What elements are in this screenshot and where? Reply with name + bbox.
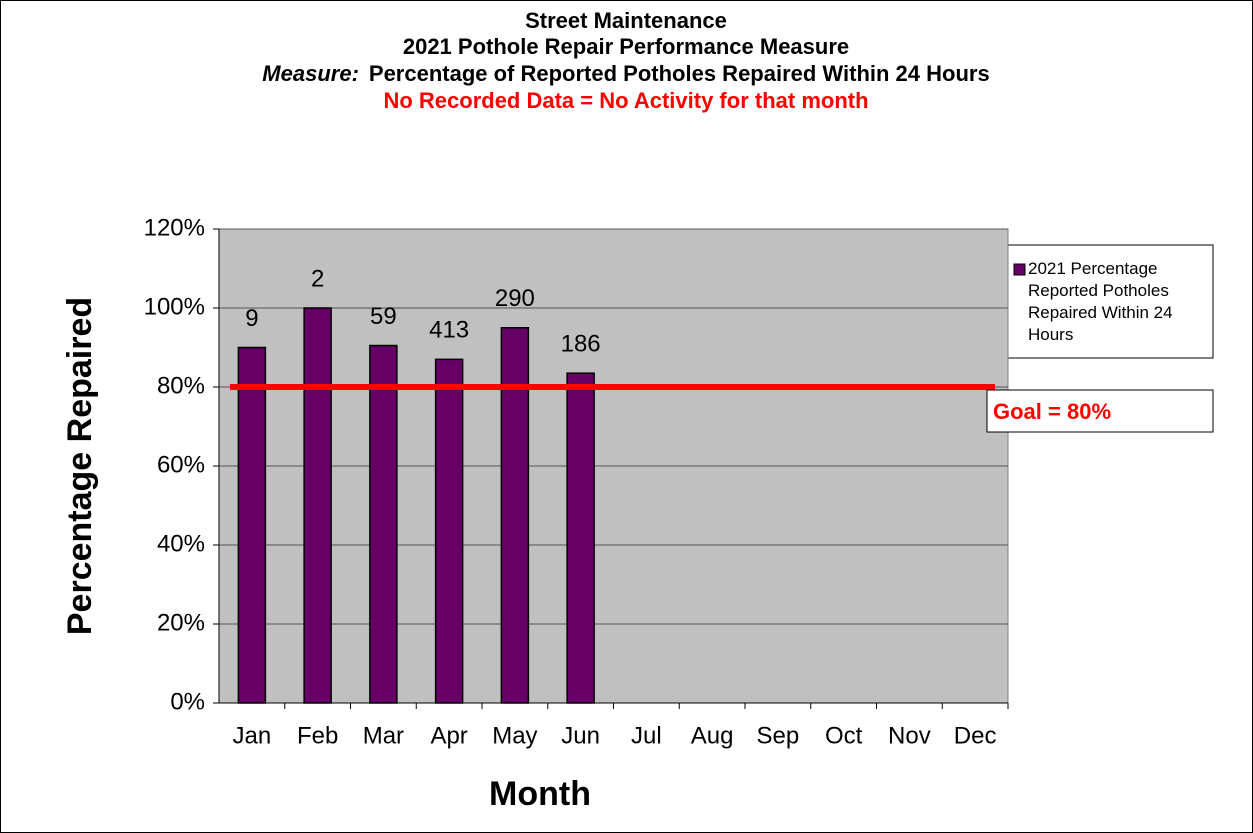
measure-label: Measure: [262,61,359,86]
legend-swatch [1013,263,1026,276]
note: No Recorded Data = No Activity for that … [383,88,868,113]
x-tick-label: Oct [825,722,863,749]
x-tick-label: Mar [363,722,404,749]
bar [369,344,398,704]
goal-box [986,389,1214,433]
chart-subtitle: 2021 Pothole Repair Performance Measure [403,34,849,59]
bar-label: 59 [370,303,397,330]
bar [303,307,332,704]
bar [566,372,595,704]
x-tick-label: Jun [561,722,600,749]
goal-label: Goal = 80% [993,399,1111,424]
x-tick-label: Jan [233,722,272,749]
bar [237,346,267,704]
y-tick-label: 100% [144,293,205,320]
bar [434,358,464,704]
x-tick-label: Sep [757,722,800,749]
bar-label: 290 [495,285,535,312]
x-axis-label: Month [489,775,591,813]
bar [500,327,530,704]
x-tick-label: Dec [954,722,997,749]
measure-line: Measure: Percentage of Reported Potholes … [262,61,989,86]
y-tick-label: 20% [157,609,205,636]
x-tick-label: Aug [691,722,734,749]
x-tick-label: May [492,722,537,749]
bar-label: 9 [245,305,258,332]
x-tick-label: Nov [888,722,931,749]
y-tick-label: 0% [170,688,205,715]
legend-label: 2021 Percentage Reported Potholes Repair… [1028,259,1173,344]
x-tick-label: Feb [297,722,338,749]
x-tick-label: Jul [631,722,662,749]
bar-label: 186 [561,331,601,358]
x-tick-label: Apr [430,722,467,749]
y-tick-label: 60% [157,451,205,478]
chart-title: Street Maintenance [525,8,727,33]
y-tick-label: 80% [157,372,205,399]
y-tick-label: 120% [144,214,205,241]
y-axis-label: Percentage Repaired [61,297,99,635]
bar-label: 2 [311,265,324,292]
legend [994,244,1214,359]
measure: Percentage of Reported Potholes Repaired… [369,61,990,86]
bar-label: 413 [429,317,469,344]
y-tick-label: 40% [157,530,205,557]
